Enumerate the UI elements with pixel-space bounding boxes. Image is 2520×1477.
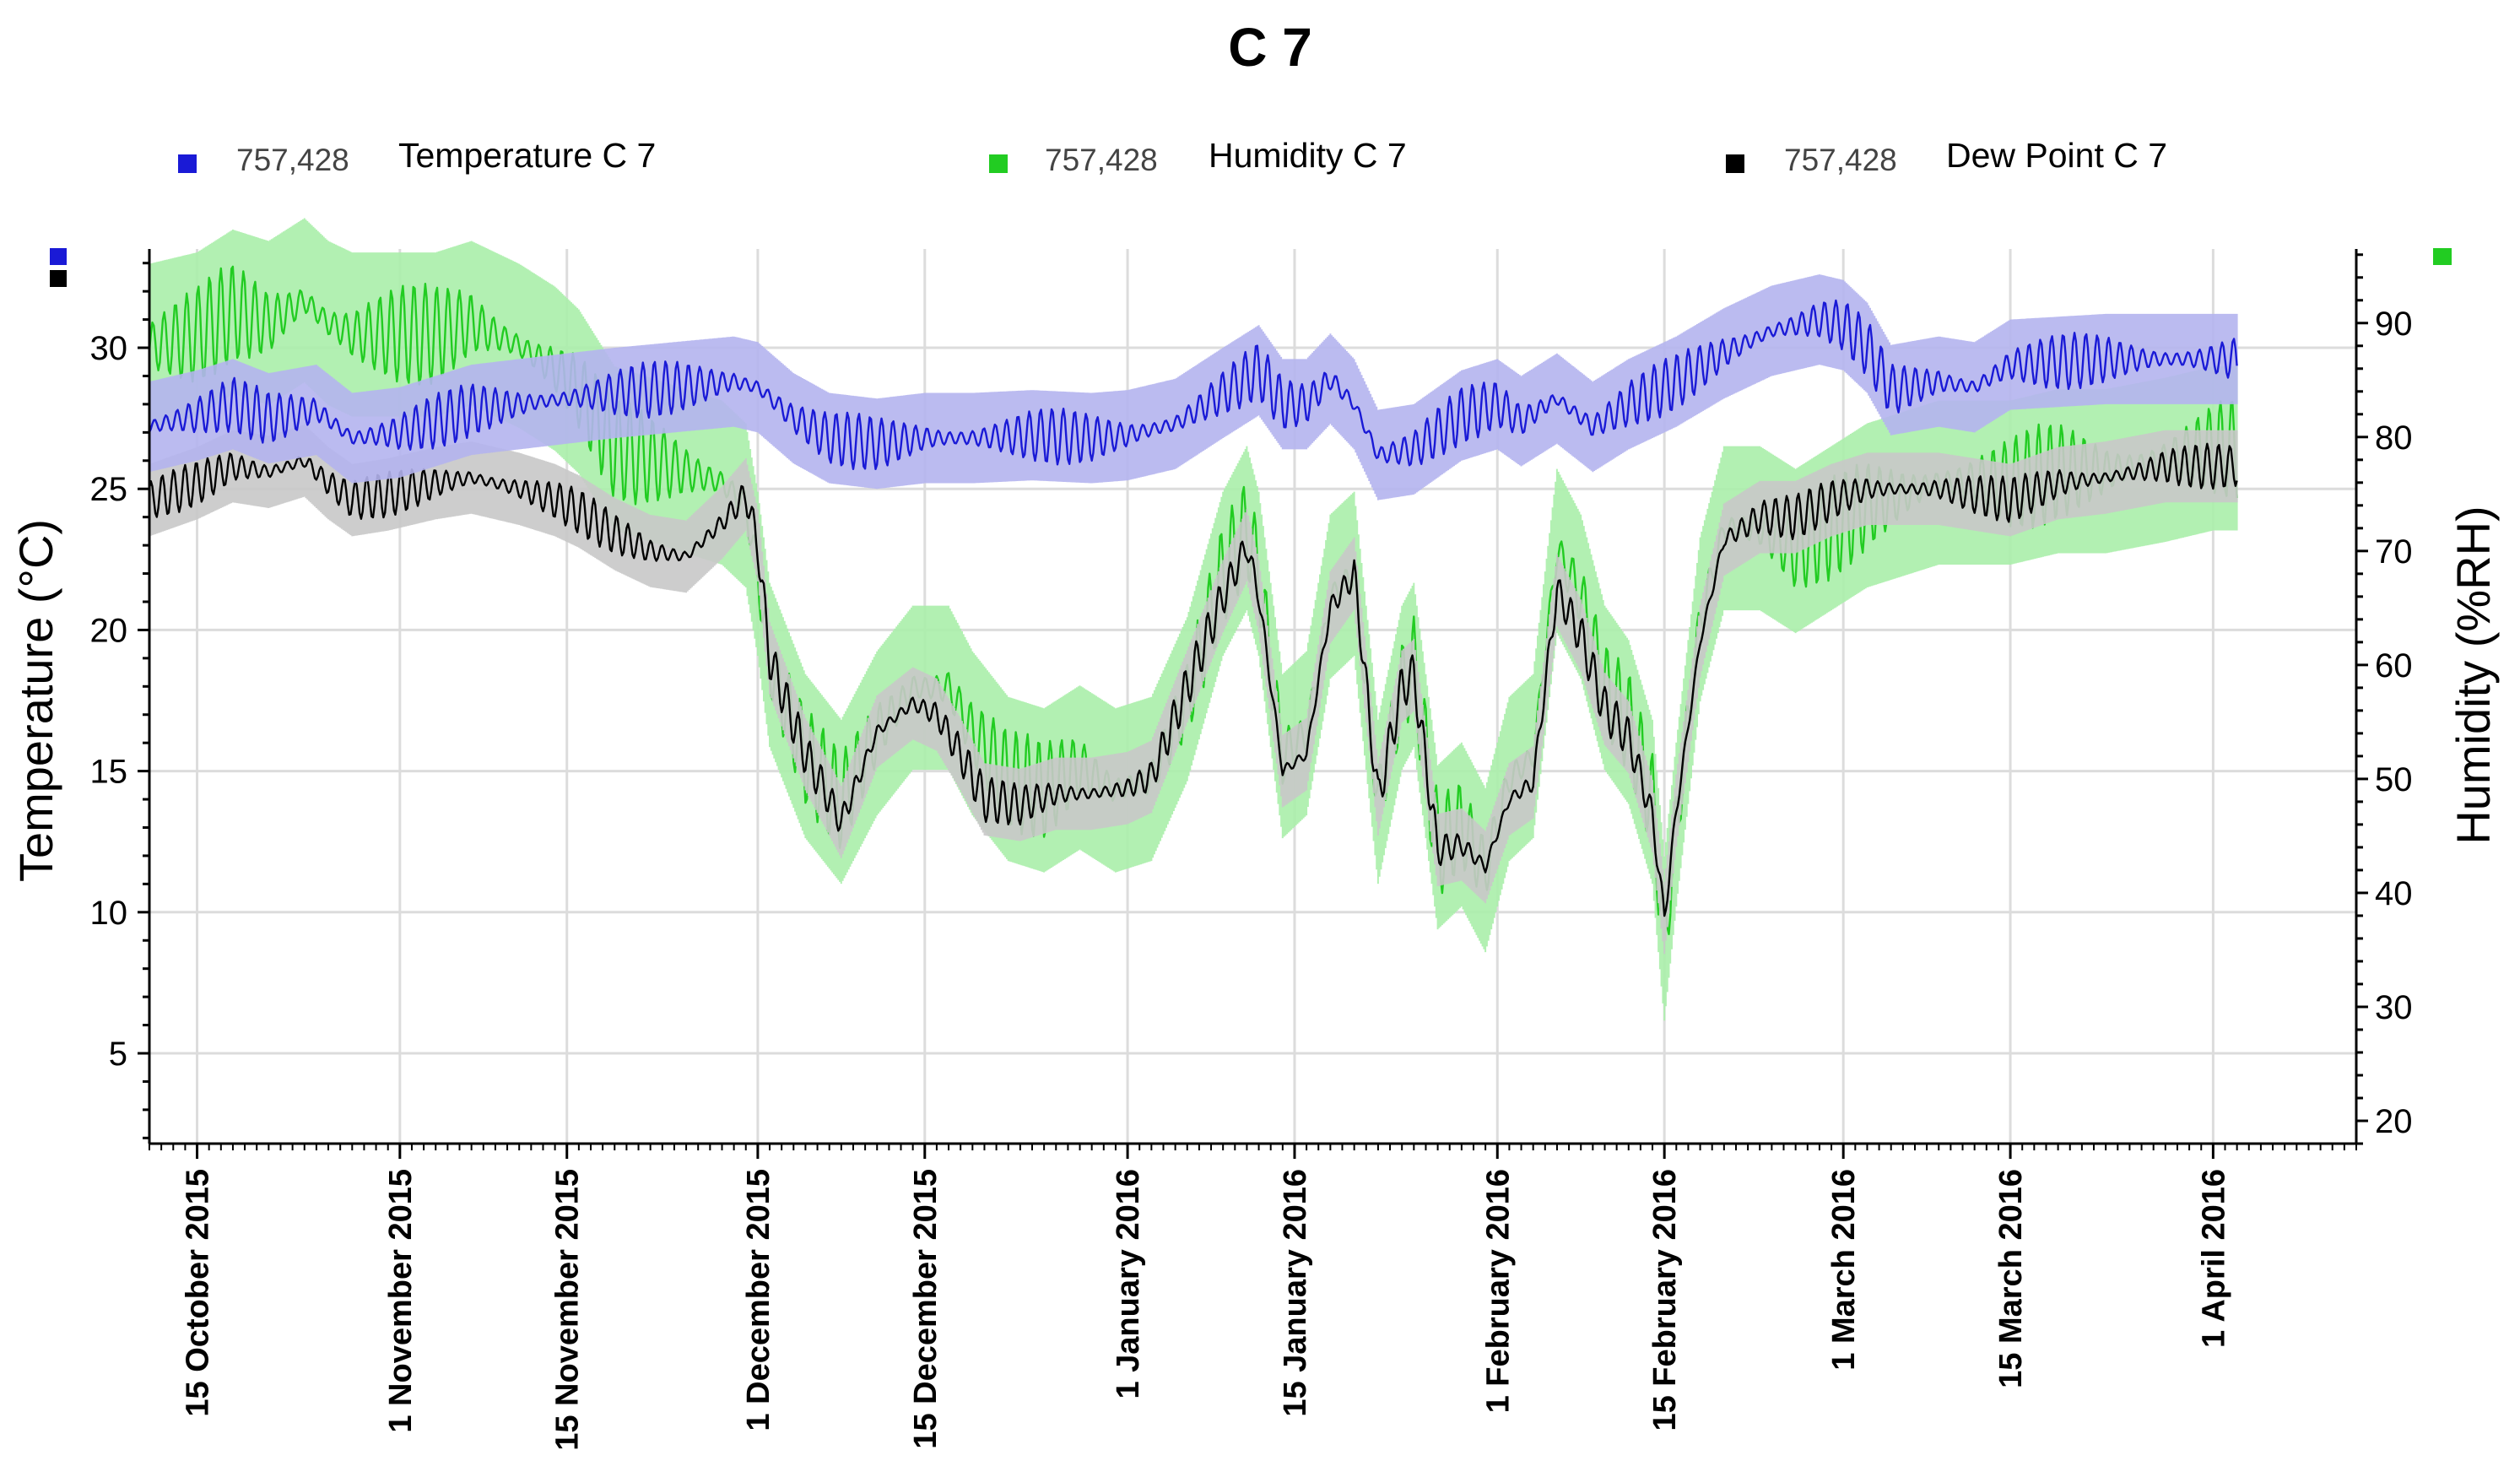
legend-swatch-dew-point [1726, 154, 1744, 173]
legend-item-temperature[interactable]: 757,428 Temperature C 7 [178, 136, 656, 177]
chart-title: C 7 [1228, 17, 1312, 78]
y-right-tick-label: 50 [2375, 761, 2413, 798]
series-line [148, 442, 2238, 917]
y-right-tick-label: 40 [2375, 875, 2413, 912]
y-right-tick-label: 80 [2375, 419, 2413, 457]
legend-swatch-temperature [178, 154, 197, 173]
y-left-tick-label: 20 [90, 612, 128, 649]
legend-item-humidity[interactable]: 757,428 Humidity C 7 [989, 136, 1407, 177]
y-right-tick-label: 70 [2375, 533, 2413, 571]
right-axis-ticks: 20 30 40 50 60 70 80 90 [2356, 253, 2413, 1145]
x-tick-label: 15 December 2015 [908, 1169, 944, 1449]
legend-label-humidity: Humidity C 7 [1209, 136, 1407, 175]
legend-swatch-humidity [989, 154, 1008, 173]
y-left-tick-label: 15 [90, 754, 128, 791]
legend-label-temperature: Temperature C 7 [398, 136, 656, 175]
y-right-tick-label: 90 [2375, 306, 2413, 343]
x-axis-ticks: 15 October 2015 1 November 2015 15 Novembe… [149, 1144, 2357, 1451]
x-tick-label: 15 February 2016 [1647, 1169, 1683, 1431]
left-axis-temperature-marker [50, 248, 67, 265]
y-right-tick-label: 30 [2375, 989, 2413, 1026]
left-axis-ticks: 5 10 15 20 25 30 [90, 262, 149, 1139]
y-left-tick-label: 10 [90, 895, 128, 932]
x-tick-label: 1 January 2016 [1111, 1169, 1146, 1399]
x-tick-label: 15 October 2015 [181, 1169, 216, 1417]
legend: 757,428 Temperature C 7 757,428 Humidity… [178, 136, 2167, 177]
x-tick-label: 15 January 2016 [1278, 1169, 1313, 1417]
left-axis-dew-point-marker [50, 270, 67, 287]
legend-count-dew-point: 757,428 [1784, 143, 1897, 177]
x-tick-label: 1 March 2016 [1826, 1169, 1862, 1371]
y-left-tick-label: 25 [90, 471, 128, 508]
y-right-tick-label: 60 [2375, 647, 2413, 684]
right-axis-humidity-marker [2433, 248, 2452, 265]
x-tick-label: 1 April 2016 [2196, 1169, 2231, 1348]
y-axis-label-right: Humidity (%RH) [2447, 506, 2500, 844]
y-left-tick-label: 5 [109, 1036, 127, 1073]
legend-count-humidity: 757,428 [1045, 143, 1158, 177]
x-tick-label: 15 November 2015 [550, 1169, 586, 1451]
legend-item-dew-point[interactable]: 757,428 Dew Point C 7 [1726, 136, 2167, 177]
x-tick-label: 1 December 2015 [741, 1169, 776, 1431]
x-tick-label: 15 March 2016 [1993, 1169, 2029, 1388]
legend-label-dew-point: Dew Point C 7 [1946, 136, 2167, 175]
y-left-tick-label: 30 [90, 330, 128, 367]
legend-count-temperature: 757,428 [236, 143, 349, 177]
y-axis-label-left: Temperature (°C) [9, 519, 62, 882]
x-tick-label: 1 November 2015 [383, 1169, 419, 1433]
series-line [148, 299, 2238, 470]
x-tick-label: 1 February 2016 [1480, 1169, 1516, 1413]
y-right-tick-label: 20 [2375, 1103, 2413, 1140]
axes [148, 249, 2358, 1145]
